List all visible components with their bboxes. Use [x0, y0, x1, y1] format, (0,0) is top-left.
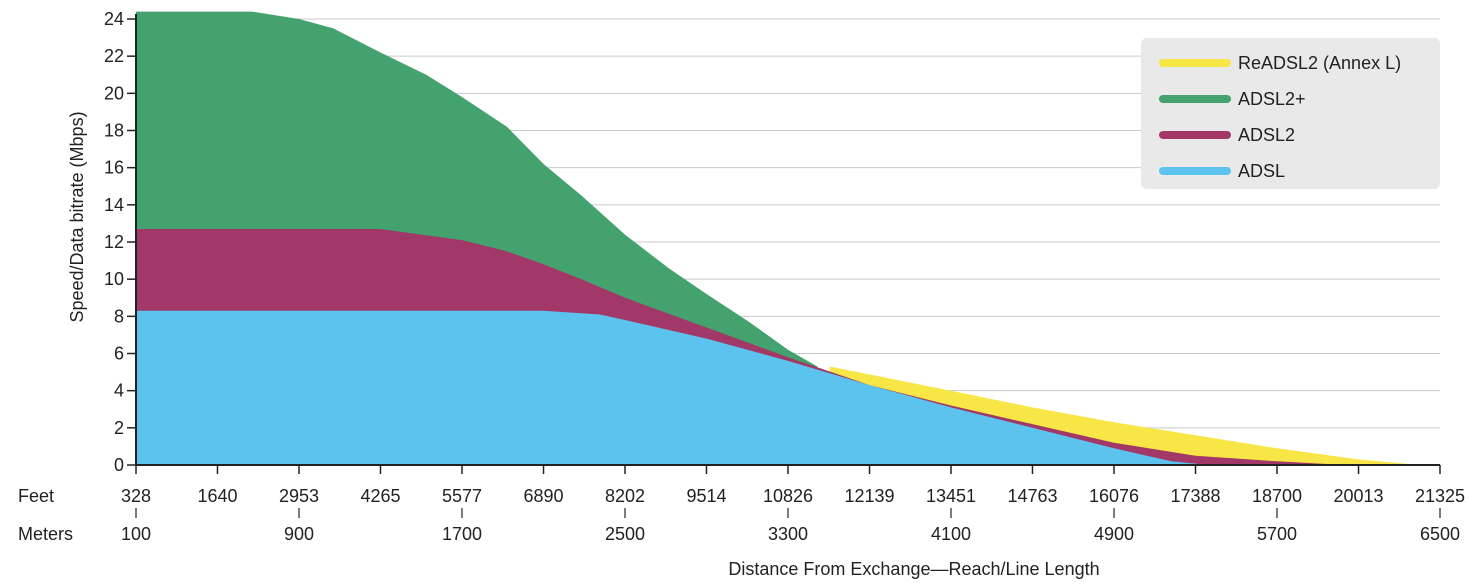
y-tick-label-2: 2 — [114, 418, 124, 438]
meters-tick-label-4100: 4100 — [931, 524, 971, 544]
meters-tick-label-1700: 1700 — [442, 524, 482, 544]
y-tick-label-6: 6 — [114, 344, 124, 364]
meters-tick-label-900: 900 — [284, 524, 314, 544]
meters-tick-label-3300: 3300 — [768, 524, 808, 544]
feet-tick-label-8202: 8202 — [605, 486, 645, 506]
legend-label-readsl2-annex-l: ReADSL2 (Annex L) — [1238, 53, 1401, 73]
x-axis-title: Distance From Exchange—Reach/Line Length — [728, 559, 1099, 579]
y-tick-label-22: 22 — [104, 46, 124, 66]
legend-label-adsl2: ADSL2+ — [1238, 89, 1306, 109]
meters-tick-label-4900: 4900 — [1094, 524, 1134, 544]
y-tick-label-18: 18 — [104, 121, 124, 141]
feet-row-label: Feet — [18, 486, 54, 506]
y-tick-label-24: 24 — [104, 9, 124, 29]
y-tick-label-12: 12 — [104, 232, 124, 252]
feet-tick-label-1640: 1640 — [197, 486, 237, 506]
feet-tick-label-9514: 9514 — [686, 486, 726, 506]
legend: ReADSL2 (Annex L) ADSL2+ ADSL2 ADSL — [1141, 38, 1440, 189]
feet-tick-label-18700: 18700 — [1252, 486, 1302, 506]
meters-row-label: Meters — [18, 524, 73, 544]
feet-tick-label-2953: 2953 — [279, 486, 319, 506]
feet-tick-label-12139: 12139 — [844, 486, 894, 506]
legend-box — [1141, 38, 1440, 189]
y-tick-label-0: 0 — [114, 455, 124, 475]
meters-tick-label-2500: 2500 — [605, 524, 645, 544]
meters-tick-label-5700: 5700 — [1257, 524, 1297, 544]
feet-tick-label-5577: 5577 — [442, 486, 482, 506]
feet-tick-label-17388: 17388 — [1170, 486, 1220, 506]
area-adsl — [136, 310, 1209, 465]
y-tick-label-14: 14 — [104, 195, 124, 215]
y-tick-label-8: 8 — [114, 306, 124, 326]
x-ticks: 328 1640 2953 4265 5577 6890 8202 9514 10826 1213… — [121, 465, 1465, 544]
y-tick-label-20: 20 — [104, 83, 124, 103]
y-tick-label-10: 10 — [104, 269, 124, 289]
feet-tick-label-6890: 6890 — [524, 486, 564, 506]
feet-tick-label-14763: 14763 — [1007, 486, 1057, 506]
legend-label-adsl2: ADSL2 — [1238, 125, 1295, 145]
feet-tick-label-13451: 13451 — [926, 486, 976, 506]
feet-tick-label-16076: 16076 — [1089, 486, 1139, 506]
feet-tick-label-10826: 10826 — [763, 486, 813, 506]
area-series — [136, 11, 1420, 465]
feet-tick-label-20013: 20013 — [1333, 486, 1383, 506]
y-tick-label-16: 16 — [104, 158, 124, 178]
meters-tick-label-6500: 6500 — [1420, 524, 1460, 544]
legend-label-adsl: ADSL — [1238, 161, 1285, 181]
y-tick-label-4: 4 — [114, 381, 124, 401]
y-axis-title: Speed/Data bitrate (Mbps) — [67, 111, 87, 322]
feet-tick-label-4265: 4265 — [360, 486, 400, 506]
meters-tick-label-100: 100 — [121, 524, 151, 544]
feet-tick-label-21325: 21325 — [1415, 486, 1465, 506]
feet-tick-label-328: 328 — [121, 486, 151, 506]
